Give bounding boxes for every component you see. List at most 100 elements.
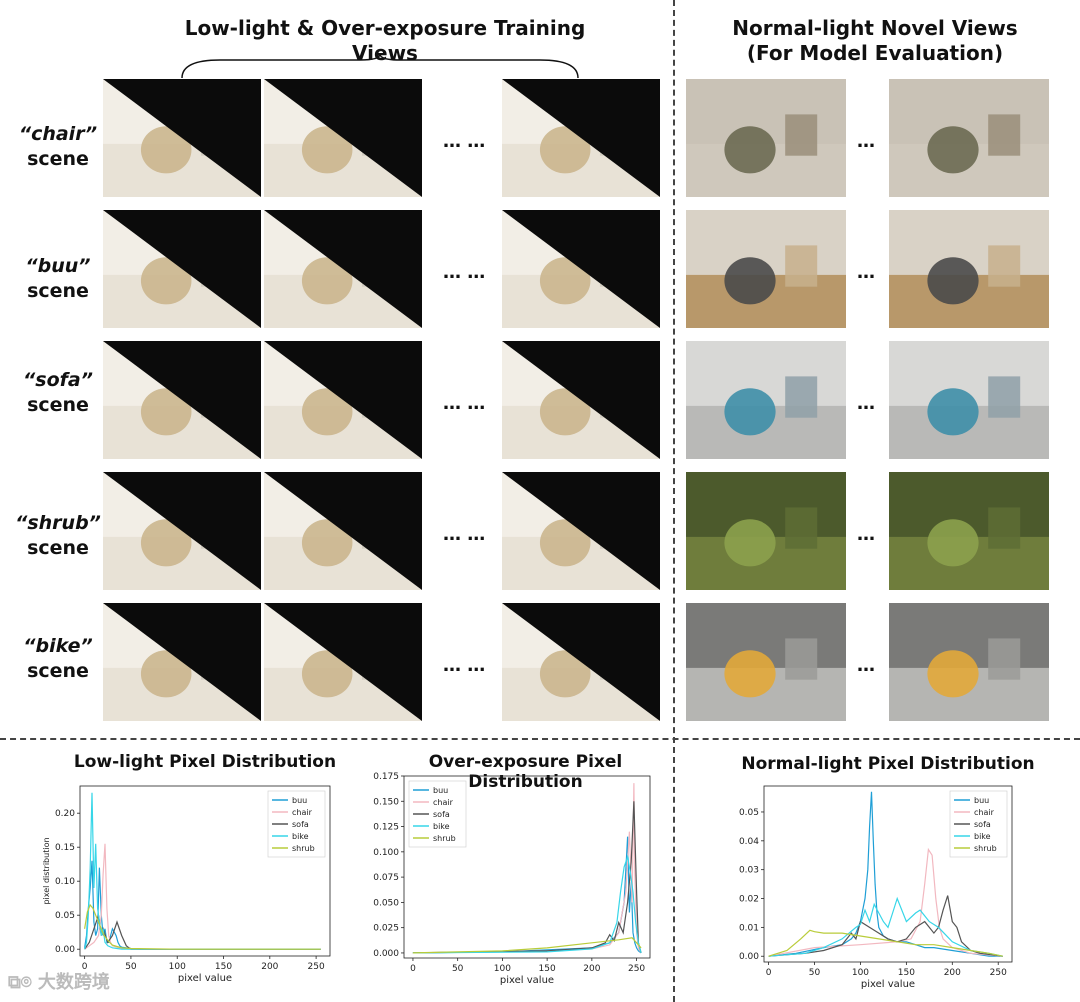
x-tick-label: 0 xyxy=(82,962,88,972)
row-label-bike: “bike” scene xyxy=(10,634,106,684)
chart-over-exposure: 0 50 100 150 200 250 0.000 0.025 0.050 0.075 0.100… xyxy=(373,772,651,986)
y-tick-label: 0.150 xyxy=(373,797,399,807)
x-tick-label: 0 xyxy=(410,964,416,974)
series-line-shrub xyxy=(768,929,1003,957)
legend-label: chair xyxy=(292,808,313,817)
x-tick-label: 100 xyxy=(852,968,869,978)
training-view-shrub-3 xyxy=(502,472,660,590)
y-tick-label: 0.075 xyxy=(373,873,399,883)
legend-label: shrub xyxy=(433,834,456,843)
y-tick-label: 0.15 xyxy=(55,843,75,853)
x-tick-label: 200 xyxy=(583,964,600,974)
novel-views-title: Normal-light Novel Views (For Model Eval… xyxy=(690,16,1060,66)
watermark-text: 大数跨境 xyxy=(37,972,110,993)
x-tick-label: 250 xyxy=(308,962,325,972)
training-view-shrub-2 xyxy=(264,472,422,590)
x-tick-label: 100 xyxy=(169,962,186,972)
series-line-sofa xyxy=(84,915,321,950)
training-view-sofa-2 xyxy=(264,341,422,459)
y-tick-label: 0.175 xyxy=(373,772,399,782)
novel-view-buu-2 xyxy=(889,210,1049,328)
series-line-sofa xyxy=(768,895,1003,957)
y-tick-label: 0.025 xyxy=(373,924,399,934)
ellipsis-novel: … xyxy=(857,131,875,152)
scene-word: scene xyxy=(27,280,89,302)
training-view-chair-1 xyxy=(103,79,261,197)
ellipsis-novel: … xyxy=(857,524,875,545)
legend-label: sofa xyxy=(433,810,450,819)
series-line-shrub xyxy=(412,937,642,954)
series-line-buu xyxy=(412,836,642,954)
legend-label: bike xyxy=(292,832,309,841)
scene-name: “buu” xyxy=(25,255,91,277)
legend-label: sofa xyxy=(974,820,991,829)
series-line-bike xyxy=(768,896,1003,957)
watermark: ⧉⌾ 大数跨境 xyxy=(8,968,110,994)
y-tick-label: 0.050 xyxy=(373,898,399,908)
training-view-chair-3 xyxy=(502,79,660,197)
novel-view-buu-1 xyxy=(686,210,846,328)
y-tick-label: 0.03 xyxy=(739,866,759,876)
novel-views-title-line1: Normal-light Novel Views xyxy=(732,16,1018,40)
legend-label: sofa xyxy=(292,820,309,829)
y-tick-label: 0.125 xyxy=(373,823,399,833)
row-label-sofa: “sofa” scene xyxy=(10,368,106,418)
scene-name: “sofa” xyxy=(23,369,93,391)
chart-title-over-exposure: Over-exposure Pixel Distribution xyxy=(428,752,623,792)
y-tick-label: 0.000 xyxy=(373,949,399,959)
x-tick-label: 250 xyxy=(628,964,645,974)
series-line-bike xyxy=(84,792,321,950)
legend-label: buu xyxy=(292,796,307,805)
plot-frame xyxy=(79,785,331,957)
training-view-bike-3 xyxy=(502,603,660,721)
series-line-bike xyxy=(412,854,642,954)
horizontal-divider xyxy=(0,738,1080,740)
legend-label: chair xyxy=(974,808,995,817)
x-tick-label: 50 xyxy=(452,964,464,974)
scene-word: scene xyxy=(27,394,89,416)
y-tick-label: 0.02 xyxy=(739,895,759,905)
novel-view-bike-2 xyxy=(889,603,1049,721)
x-tick-label: 200 xyxy=(261,962,278,972)
y-tick-label: 0.04 xyxy=(739,837,759,847)
y-tick-label: 0.10 xyxy=(55,877,75,887)
x-tick-label: 250 xyxy=(990,968,1007,978)
novel-view-chair-1 xyxy=(686,79,846,197)
novel-view-sofa-1 xyxy=(686,341,846,459)
x-tick-label: 150 xyxy=(539,964,556,974)
legend-label: bike xyxy=(433,822,450,831)
training-view-buu-1 xyxy=(103,210,261,328)
plot-frame xyxy=(763,785,1013,963)
x-axis-label: pixel value xyxy=(861,979,915,990)
x-tick-label: 0 xyxy=(766,968,772,978)
ellipsis-training: … … xyxy=(443,524,486,545)
y-tick-label: 0.05 xyxy=(739,808,759,818)
chart-title-low-light: Low-light Pixel Distribution xyxy=(73,752,337,772)
training-view-chair-2 xyxy=(264,79,422,197)
novel-view-shrub-1 xyxy=(686,472,846,590)
training-view-bike-2 xyxy=(264,603,422,721)
legend-label: buu xyxy=(974,796,989,805)
y-tick-label: 0.100 xyxy=(373,848,399,858)
series-line-buu xyxy=(84,860,321,950)
y-axis-label: pixel distribution xyxy=(42,837,51,904)
legend-label: shrub xyxy=(974,844,997,853)
ellipsis-novel: … xyxy=(857,262,875,283)
x-tick-label: 150 xyxy=(898,968,915,978)
y-tick-label: 0.00 xyxy=(739,952,759,962)
ellipsis-training: … … xyxy=(443,655,486,676)
novel-view-shrub-2 xyxy=(889,472,1049,590)
x-tick-label: 100 xyxy=(494,964,511,974)
y-tick-label: 0.20 xyxy=(55,809,75,819)
x-tick-label: 150 xyxy=(215,962,232,972)
row-label-chair: “chair” scene xyxy=(10,122,106,172)
training-view-bike-1 xyxy=(103,603,261,721)
training-view-sofa-3 xyxy=(502,341,660,459)
ellipsis-training: … … xyxy=(443,393,486,414)
legend-label: chair xyxy=(433,798,454,807)
novel-view-chair-2 xyxy=(889,79,1049,197)
training-views-brace xyxy=(181,54,579,79)
novel-view-sofa-2 xyxy=(889,341,1049,459)
vertical-divider xyxy=(673,0,675,1002)
watermark-logo: ⧉⌾ xyxy=(8,972,38,993)
